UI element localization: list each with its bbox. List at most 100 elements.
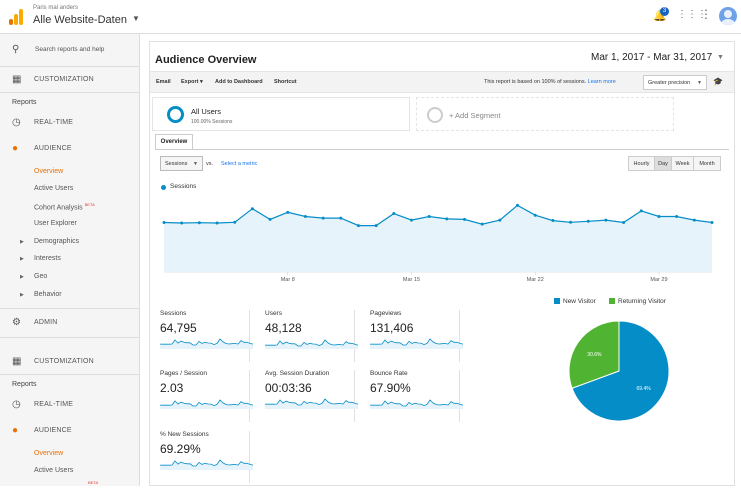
reports-section-label-2: Reports (12, 381, 37, 388)
tab-overview[interactable]: Overview (155, 134, 193, 150)
top-bar: Paris mal anders Alle Website-Daten ▼ 🔔 … (0, 0, 741, 34)
audience-overview-card: Audience Overview Mar 1, 2017 - Mar 31, … (149, 41, 735, 486)
graduation-cap-icon[interactable]: 🎓 (713, 77, 723, 86)
sessions-point (197, 221, 201, 225)
sparkline-line (370, 399, 463, 407)
sparkline-area (160, 400, 253, 409)
granularity-month-button[interactable]: Month (693, 156, 721, 171)
sessions-point (339, 216, 343, 220)
sessions-point (286, 210, 290, 214)
segment-all-users[interactable]: All Users 100.00% Sessions (152, 97, 410, 131)
sidebar-item-active-users-2[interactable]: Active Users (34, 467, 74, 474)
sessions-point (639, 209, 643, 213)
metric-bounce-rate: Bounce Rate 67.90% (360, 370, 463, 422)
reports-section-label: Reports (12, 99, 37, 106)
users-sparkline (265, 339, 358, 349)
sessions-point (409, 218, 413, 222)
sessions-point (516, 203, 520, 207)
sparkline-line (160, 459, 253, 467)
export-button[interactable]: Export ▾ (181, 79, 203, 85)
person-icon: ● (12, 425, 19, 436)
sessions-point (356, 224, 360, 228)
date-range-caret-icon[interactable]: ▼ (717, 54, 724, 61)
apps-grid-icon[interactable]: ⋮⋮⋮ (677, 9, 707, 20)
metric-pages-per-session: Pages / Session 2.03 (150, 370, 253, 422)
metric-new-sessions: % New Sessions 69.29% (150, 431, 253, 483)
clock-icon: ◷ (12, 399, 21, 410)
sparkline-line (265, 339, 358, 347)
sidebar-item-cohort-analysis[interactable]: Cohort Analysis BETA (34, 202, 95, 212)
expand-triangle-icon: ▶ (20, 239, 24, 245)
add-segment-ring-icon (427, 107, 443, 123)
sessions-point (427, 214, 431, 218)
sessions-point (321, 216, 325, 220)
view-dropdown-caret-icon[interactable]: ▼ (132, 14, 140, 23)
pie-slice-label: 69.4% (637, 386, 652, 392)
precision-select[interactable]: Greater precision ▼ (643, 75, 707, 90)
person-icon: ● (12, 143, 19, 154)
sidebar-nav: ⚲ Search reports and help ▦ CUSTOMIZATIO… (0, 34, 140, 486)
sparkline-line (160, 399, 253, 407)
dashboard-grid-icon: ▦ (12, 356, 22, 367)
date-range-picker[interactable]: Mar 1, 2017 - Mar 31, 2017 (591, 52, 713, 63)
sessions-point (675, 214, 679, 218)
report-toolbar: Email Export ▾ Add to Dashboard Shortcut… (150, 71, 734, 93)
sessions-point (622, 220, 626, 224)
sessions-point (303, 214, 307, 218)
metric-select[interactable]: Sessions ▼ (160, 156, 203, 171)
x-tick-label: Mar 22 (527, 277, 544, 283)
sessions-point (692, 218, 696, 222)
shortcut-button[interactable]: Shortcut (274, 79, 297, 85)
bounce-rate-sparkline (370, 399, 463, 409)
expand-triangle-icon: ▶ (20, 274, 24, 280)
beta-badge-2: BETA (88, 480, 99, 485)
granularity-hourly-button[interactable]: Hourly (628, 156, 655, 171)
sparkline-area (370, 339, 463, 349)
more-vertical-icon[interactable]: ⋮ (700, 7, 712, 21)
pie-legend-returning-visitor: Returning Visitor (609, 298, 666, 305)
granularity-week-button[interactable]: Week (671, 156, 694, 171)
sessions-series-line (163, 204, 713, 227)
x-tick-label: Mar 15 (403, 277, 420, 283)
sessions-point (162, 220, 166, 224)
sessions-point (463, 217, 467, 221)
add-to-dashboard-button[interactable]: Add to Dashboard (215, 79, 263, 85)
sidebar-item-overview-2[interactable]: Overview (34, 450, 64, 457)
email-button[interactable]: Email (156, 79, 171, 85)
sessions-point (445, 217, 449, 221)
view-selector[interactable]: Alle Website-Daten (33, 14, 127, 26)
x-tick-label: Mar 29 (650, 277, 667, 283)
x-tick-label: Mar 8 (281, 277, 295, 283)
sidebar-item-user-explorer[interactable]: User Explorer (34, 220, 77, 227)
add-segment-button[interactable]: + Add Segment (416, 97, 674, 131)
clock-icon: ◷ (12, 117, 21, 128)
learn-more-link[interactable]: Learn more (587, 79, 616, 85)
sessions-point (374, 224, 378, 228)
vs-label: vs. (206, 161, 214, 167)
select-metric-link[interactable]: Select a metric (221, 161, 258, 167)
sidebar-item-overview[interactable]: Overview (34, 168, 64, 175)
visitor-pie-chart: 69.4% 30.6% (568, 320, 670, 422)
sessions-point (498, 218, 502, 222)
sidebar-item-active-users[interactable]: Active Users (34, 185, 74, 192)
sparkline-area (265, 340, 358, 349)
search-icon: ⚲ (12, 44, 20, 55)
pie-slice-returning-visitor (568, 320, 620, 389)
search-input[interactable]: Search reports and help (35, 46, 105, 53)
analytics-logo-icon[interactable] (9, 9, 23, 25)
sparkline-line (160, 338, 253, 346)
account-avatar[interactable] (719, 7, 737, 25)
sparkline-area (265, 399, 358, 409)
sampling-note: This report is based on 100% of sessions… (484, 79, 616, 85)
expand-triangle-icon: ▶ (20, 292, 24, 298)
page-title: Audience Overview (155, 54, 257, 66)
metric-users: Users 48,128 (255, 310, 358, 362)
sessions-point (533, 213, 537, 217)
sessions-area (164, 205, 712, 272)
metric-sessions: Sessions 64,795 (150, 310, 253, 362)
granularity-day-button[interactable]: Day (654, 156, 672, 171)
beta-badge: BETA (84, 202, 95, 207)
sessions-legend-label: Sessions (170, 183, 197, 190)
chevron-down-icon: ▼ (697, 80, 702, 86)
expand-triangle-icon: ▶ (20, 256, 24, 262)
